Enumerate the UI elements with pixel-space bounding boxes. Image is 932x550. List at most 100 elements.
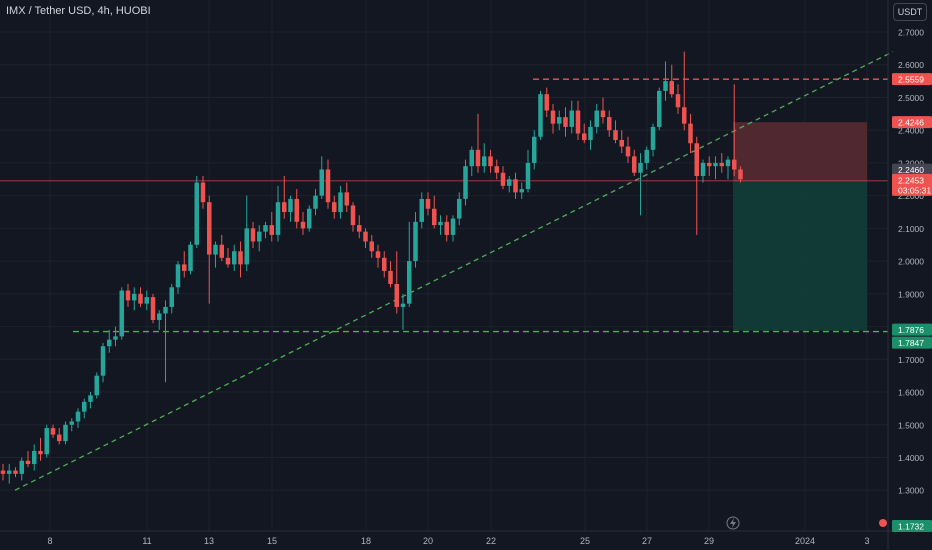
candle <box>575 100 581 141</box>
candle <box>207 195 212 304</box>
candle-body <box>588 126 593 141</box>
candle-body <box>375 251 381 258</box>
candle-body <box>525 162 531 190</box>
candle-body <box>344 192 349 206</box>
candle <box>250 221 256 249</box>
candle-body <box>232 251 237 265</box>
price-tick-label: 2.2000 <box>898 191 924 201</box>
candle <box>25 450 31 468</box>
price-tick-label: 1.5000 <box>898 420 924 430</box>
chart-title: IMX / Tether USD, 4h, HUOBI <box>6 5 151 17</box>
candle-body <box>713 162 718 167</box>
candle-body <box>200 182 206 203</box>
price-tick-label: 2.0000 <box>898 257 924 267</box>
candle <box>419 192 424 229</box>
time-tick-label: 25 <box>580 536 590 546</box>
candle-body <box>69 421 74 425</box>
time-axis[interactable]: 8 11 13 15 18 20 22 25 27 29 2024 3 <box>0 530 932 546</box>
flag-icon <box>879 519 887 527</box>
candle <box>125 284 131 307</box>
candle-body <box>32 450 37 465</box>
candle-body <box>613 130 618 141</box>
candle-body <box>582 133 587 141</box>
take-profit-zone[interactable] <box>733 180 867 331</box>
lightning-icon[interactable] <box>726 516 887 530</box>
candle-body <box>57 434 62 442</box>
candle-body <box>507 179 512 186</box>
price-label-text: 2.2460 <box>898 165 924 175</box>
candle-body <box>388 270 393 285</box>
time-tick-label: 2024 <box>795 536 815 546</box>
candle <box>557 110 562 131</box>
price-label-bg <box>892 520 932 532</box>
price-tick-label: 1.7000 <box>898 355 924 365</box>
candle <box>50 424 56 438</box>
candle <box>219 234 224 262</box>
candle <box>425 192 431 216</box>
candle-body <box>169 287 174 307</box>
candle-body <box>188 244 193 271</box>
candle <box>638 153 643 216</box>
candle <box>13 467 18 478</box>
price-tick-label: 2.7000 <box>898 28 924 38</box>
candle-body <box>294 198 299 222</box>
candle-body <box>475 149 481 167</box>
price-label-countdown: 03:05:31 <box>892 183 932 196</box>
candle <box>657 87 662 131</box>
candle-body <box>257 231 262 242</box>
candle <box>344 182 349 213</box>
candle-body <box>0 470 6 474</box>
candle <box>363 228 368 249</box>
candle-body <box>150 297 156 321</box>
candle <box>119 287 124 340</box>
candle-body <box>144 297 149 304</box>
candle-body <box>463 166 468 199</box>
price-label-bg <box>892 183 932 196</box>
candle-body <box>563 117 568 127</box>
candle-body <box>50 428 56 435</box>
candle-body <box>513 179 518 193</box>
candle-body <box>382 257 387 271</box>
price-label-low: 1.1732 <box>892 520 932 532</box>
candle-body <box>175 264 181 288</box>
currency-button[interactable]: USDT <box>893 3 927 21</box>
candle-body <box>288 198 293 213</box>
candle <box>457 192 462 226</box>
candle <box>507 176 512 193</box>
candle <box>613 120 618 144</box>
candle <box>188 241 193 275</box>
candle <box>732 84 737 177</box>
candle-body <box>700 162 706 177</box>
candle-body <box>569 110 574 127</box>
candle-body <box>75 411 81 422</box>
candle <box>738 166 743 183</box>
candle-body <box>657 90 662 127</box>
candle-body <box>444 221 449 235</box>
candle-body <box>632 156 637 173</box>
candle <box>275 185 281 242</box>
candle-body <box>25 460 31 465</box>
position-zones[interactable] <box>733 122 867 331</box>
candle-body <box>113 336 118 340</box>
candle-body <box>644 149 649 163</box>
candle <box>644 146 649 170</box>
candle-body <box>38 450 43 455</box>
candle <box>544 87 549 118</box>
candle-body <box>494 166 499 173</box>
candle-body <box>250 228 256 242</box>
price-label-text: 2.2453 <box>898 175 924 185</box>
candle <box>38 437 43 461</box>
stop-loss-zone[interactable] <box>733 122 867 181</box>
candle-body <box>438 221 443 226</box>
candle-body <box>132 293 137 301</box>
time-tick-label: 3 <box>864 536 869 546</box>
trend-line[interactable] <box>14 51 894 491</box>
candle <box>713 156 718 180</box>
price-axis[interactable]: 2.7000 2.6000 2.5000 2.4000 2.3000 2.2000 2.10… <box>887 0 924 550</box>
candle <box>519 182 524 199</box>
candle <box>150 293 156 324</box>
candle-body <box>719 162 724 167</box>
candle <box>132 287 137 311</box>
